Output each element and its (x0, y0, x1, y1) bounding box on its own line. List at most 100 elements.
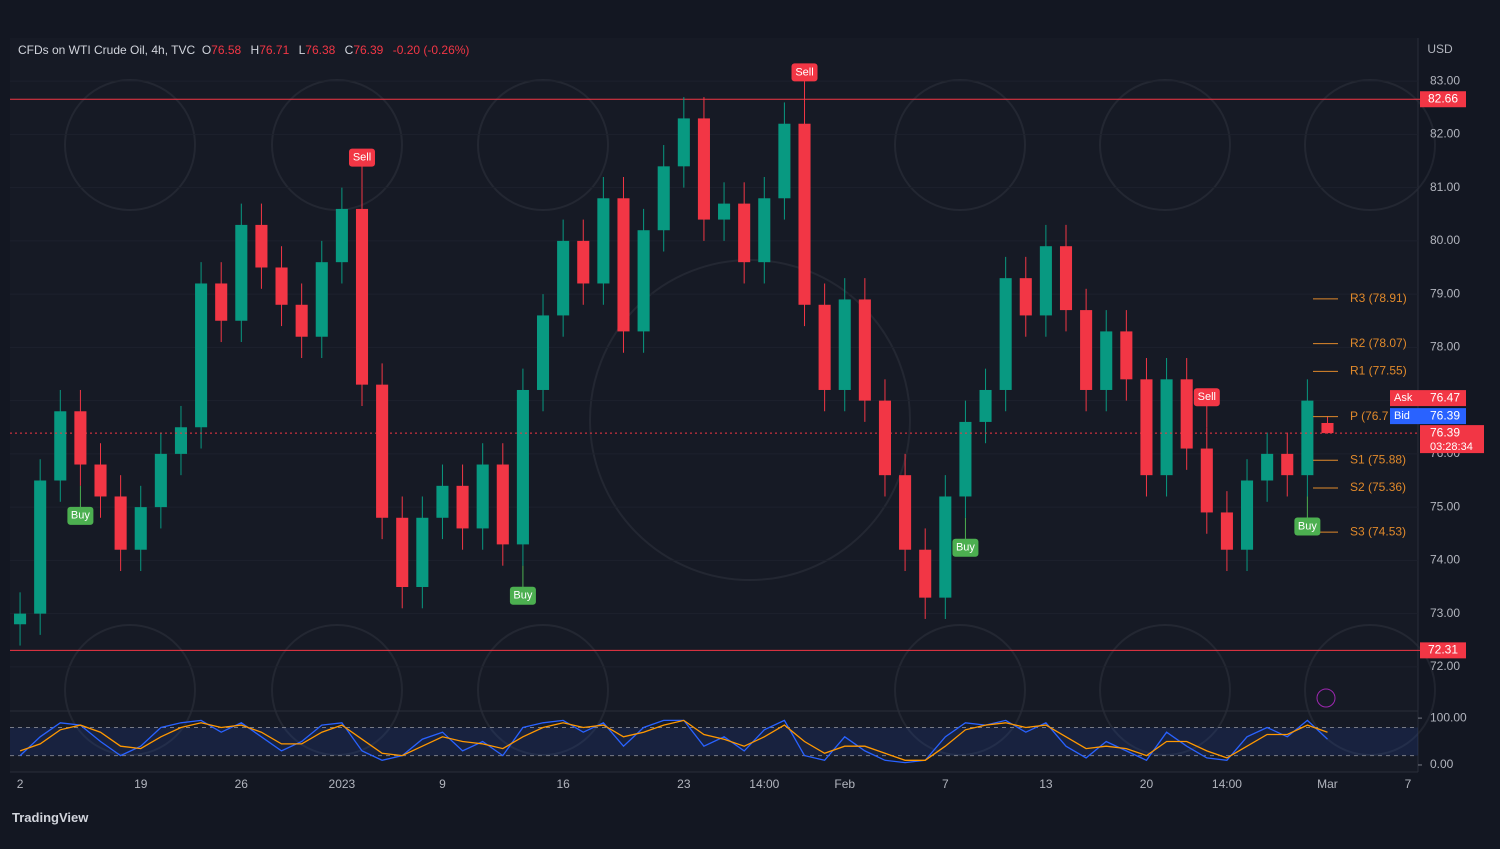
candle-body (838, 299, 851, 390)
signal: Buy (509, 565, 536, 605)
candle-body (778, 123, 791, 199)
candle-body (94, 464, 107, 497)
watermark (64, 79, 1436, 756)
candle-body (295, 304, 308, 337)
countdown: 03:28:34 (1430, 441, 1473, 453)
candle-body (396, 517, 409, 587)
low-value: 76.38 (305, 43, 336, 57)
candle-body (1261, 453, 1274, 481)
ask-tag (1390, 390, 1466, 407)
osc-tick-label: 0.00 (1430, 757, 1454, 771)
y-tick-label: 79.00 (1430, 286, 1460, 300)
signal-label: Sell (353, 152, 371, 164)
open-value: 76.58 (211, 43, 242, 57)
y-tick-label: 72.00 (1430, 659, 1460, 673)
signal-box (952, 538, 979, 557)
x-tick-label: 26 (235, 777, 249, 791)
candle-body (1200, 448, 1213, 513)
candle-body (456, 485, 469, 529)
candle-body (697, 118, 710, 220)
price-tag-label: 72.31 (1428, 643, 1458, 657)
signal-label: Buy (1298, 520, 1317, 532)
x-tick-label: 13 (1039, 777, 1053, 791)
signal-box (1193, 388, 1220, 407)
candle-body (979, 389, 992, 422)
ohlc-label: C (344, 43, 354, 57)
y-tick-label: 81.00 (1430, 180, 1460, 194)
signal-label: Buy (71, 510, 90, 522)
x-tick-label: 23 (677, 777, 691, 791)
x-tick-label: 7 (1405, 777, 1412, 791)
candle-body (516, 389, 529, 545)
candle-body (476, 464, 489, 529)
candle-body (818, 304, 831, 390)
signal-box (1294, 517, 1321, 536)
candle-body (1019, 278, 1032, 316)
candle-body (858, 299, 871, 401)
y-tick-label: 75.00 (1430, 499, 1460, 513)
x-tick-label: 2 (17, 777, 24, 791)
x-tick-label: Mar (1317, 777, 1338, 791)
candle-body (939, 496, 952, 598)
candle-body (1080, 310, 1093, 390)
signal: Buy (952, 517, 979, 557)
candle-body (34, 480, 47, 614)
pivot-label: R1 (77.55) (1350, 364, 1407, 378)
candle-body (899, 475, 912, 550)
chart-header: CFDs on WTI Crude Oil, 4h, TVC O76.58 H7… (18, 43, 475, 57)
candle-body (1240, 480, 1254, 550)
candle-body (215, 283, 228, 321)
candle-body (1321, 422, 1334, 434)
brand-logo[interactable]: TradingView (12, 810, 89, 825)
x-tick-label: 14:00 (749, 777, 779, 791)
candle-body (919, 549, 932, 598)
candle-body (335, 208, 348, 263)
candle-body (114, 496, 127, 550)
candle-body (1059, 246, 1073, 311)
y-tick-label: 80.00 (1430, 233, 1460, 247)
ask-label: Ask (1394, 392, 1413, 404)
currency: USD (1427, 42, 1453, 56)
pivot-label: R2 (78.07) (1350, 336, 1407, 350)
bid-value: 76.39 (1430, 408, 1460, 422)
pivot-label: P (76.7 (1350, 409, 1389, 423)
close-value: 76.39 (353, 43, 384, 57)
x-tick-label: 7 (942, 777, 949, 791)
oscillator-line (19, 719, 1328, 764)
ask-value: 76.47 (1430, 390, 1460, 404)
candle-body (14, 613, 27, 625)
bid-label: Bid (1394, 410, 1410, 422)
last-price-tag (1420, 425, 1484, 454)
alert-icon[interactable] (1316, 688, 1336, 708)
oscillator-line (19, 719, 1328, 761)
candle-body (74, 411, 87, 465)
bid-tag (1390, 408, 1466, 425)
candle-body (1100, 331, 1113, 390)
candle-body (677, 118, 690, 167)
candle-body (597, 198, 610, 284)
y-tick-label: 73.00 (1430, 606, 1460, 620)
candle-body (275, 267, 288, 305)
signal-label: Sell (1198, 391, 1216, 403)
candle-body (315, 262, 328, 337)
candle-body (416, 517, 429, 587)
candle-body (1220, 512, 1233, 550)
signal-box (509, 586, 536, 605)
candle-body (577, 240, 590, 284)
pivot-label: S2 (75.36) (1350, 480, 1406, 494)
signal-label: Buy (513, 590, 532, 602)
candle-body (1160, 379, 1173, 476)
y-tick-label: 82.00 (1430, 127, 1460, 141)
candle-body (999, 278, 1012, 390)
change-value: -0.20 (-0.26%) (392, 43, 470, 57)
candle-body (1301, 400, 1314, 476)
x-tick-label: 16 (556, 777, 570, 791)
candle-body (878, 400, 892, 476)
high-value: 76.71 (259, 43, 290, 57)
candle-body (959, 421, 972, 497)
candle-body (154, 453, 167, 508)
price-tag (1420, 91, 1466, 108)
pivot-label: S1 (75.88) (1350, 452, 1406, 466)
x-tick-label: 14:00 (1212, 777, 1242, 791)
